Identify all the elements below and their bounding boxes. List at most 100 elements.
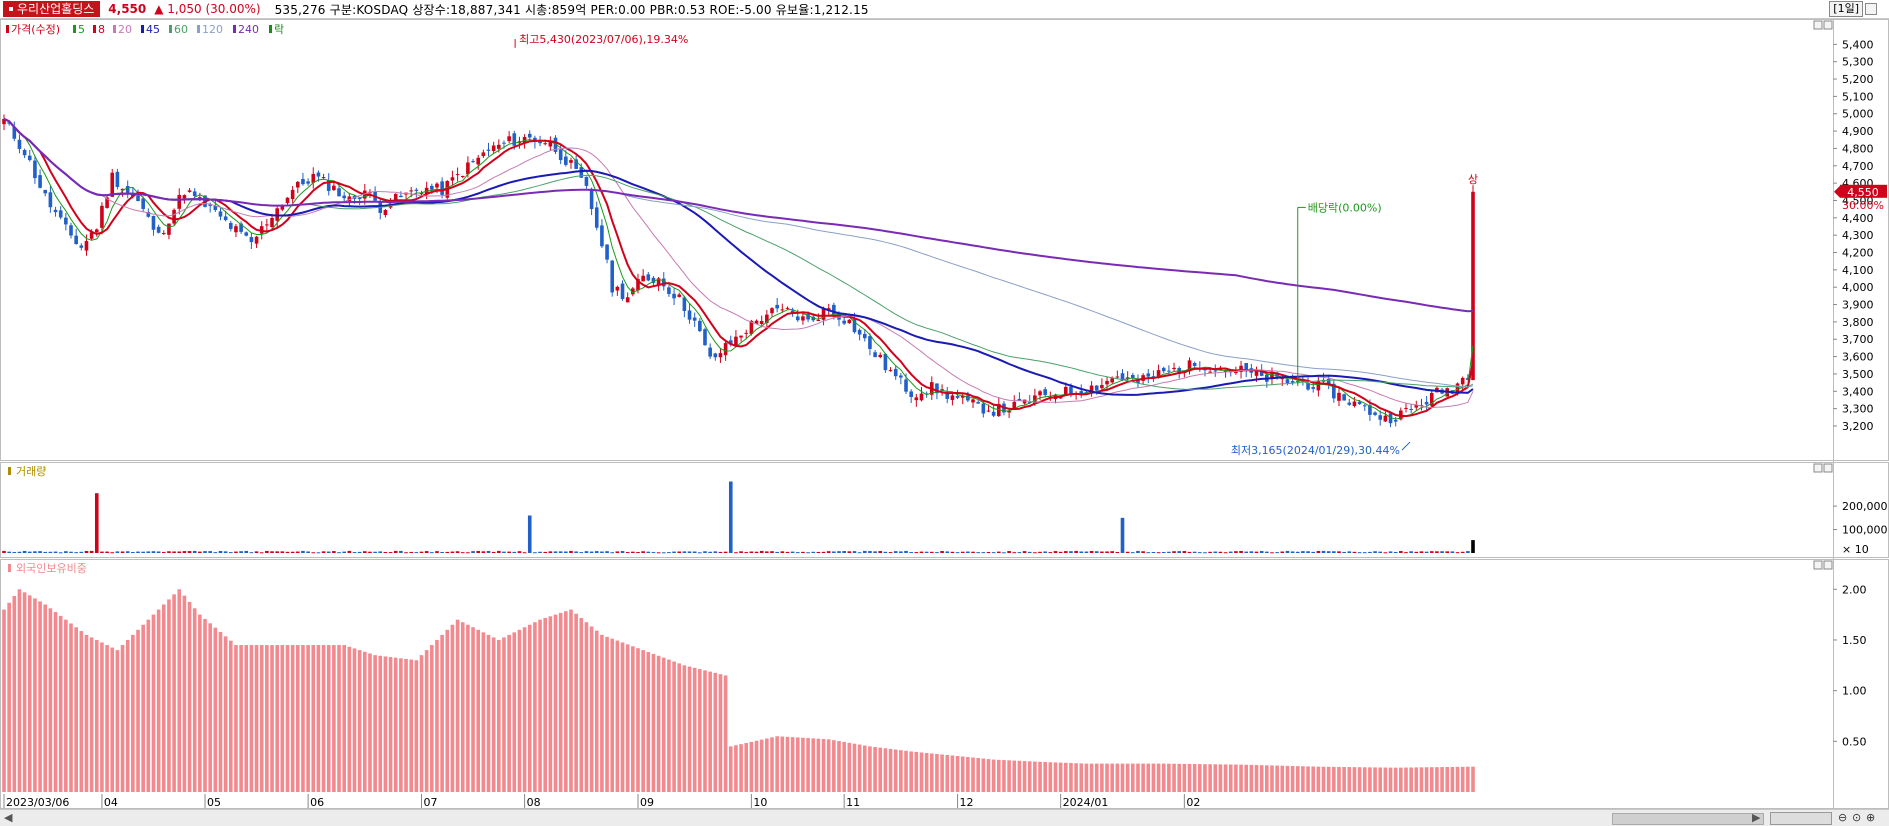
candle — [1285, 379, 1290, 383]
volume-bar — [43, 551, 48, 553]
foreign-bar — [373, 655, 377, 792]
candle — [1172, 367, 1176, 370]
legend-ma-marker — [141, 25, 144, 33]
candle — [110, 172, 115, 197]
volume-bar — [471, 551, 475, 553]
volume-bar — [69, 551, 73, 553]
candle — [120, 188, 125, 191]
candle — [450, 177, 455, 181]
candle — [594, 207, 599, 228]
volume-bar — [1301, 551, 1305, 553]
volume-bar — [1100, 551, 1104, 553]
candle — [1342, 394, 1346, 401]
volume-bar — [1105, 551, 1109, 553]
volume-bar — [1012, 552, 1017, 554]
foreign-bar — [476, 629, 481, 792]
foreign-bar — [1435, 767, 1439, 792]
volume-bar — [89, 550, 94, 553]
foreign-bar — [393, 657, 398, 792]
foreign-bar — [1027, 761, 1032, 792]
volume-bar — [1120, 517, 1125, 553]
foreign-bar — [105, 645, 109, 792]
volume-bar — [734, 552, 738, 554]
volume-unit-label: × 10 — [1842, 543, 1869, 556]
foreign-bar — [1280, 765, 1285, 792]
volume-bar — [651, 552, 656, 554]
stock-chart[interactable]: 3,200 3,300 3,400 3,500 3,600 3,700 3,800 3,900… — [0, 19, 1889, 809]
volume-bar — [584, 551, 589, 553]
panel-close-icon — [1823, 560, 1833, 570]
candle — [357, 198, 362, 200]
volume-bar — [445, 551, 450, 553]
stock-info-bar: 우리산업홀딩스 4,550 ▲ 1,050 (30.00%) 535,276 구… — [0, 0, 1889, 19]
volume-bar — [105, 551, 109, 553]
price-tick-label: 3,700 — [1842, 333, 1874, 346]
foreign-bar — [120, 645, 125, 792]
volume-bar — [311, 552, 316, 554]
volume-bar — [1151, 551, 1156, 553]
foreign-bar — [1373, 767, 1377, 792]
candle — [177, 194, 182, 209]
zoom-in-icon[interactable]: ⊕ — [1866, 811, 1876, 824]
volume-bar — [775, 551, 779, 553]
chart-scrollbar[interactable]: ◀ ▶ ⊖ ⊙ ⊕ — [0, 809, 1889, 826]
volume-bar — [1002, 552, 1006, 554]
candle — [512, 133, 517, 146]
foreign-bar — [971, 757, 975, 792]
candle — [1275, 372, 1279, 377]
period-selector[interactable]: [1일] — [1829, 1, 1863, 17]
candle — [105, 197, 109, 208]
foreign-bar — [1357, 767, 1362, 792]
scroll-thumb[interactable] — [1612, 813, 1764, 825]
volume-bar — [1265, 551, 1269, 553]
panel-close-icon[interactable] — [1865, 3, 1877, 15]
volume-bar — [749, 551, 754, 553]
legend-ma-label: 8 — [98, 23, 105, 36]
foreign-bar — [517, 629, 522, 792]
candle — [816, 319, 821, 322]
candle — [507, 136, 511, 142]
volume-bar — [1125, 551, 1130, 553]
candle — [1038, 391, 1042, 396]
stock-name-box[interactable]: 우리산업홀딩스 — [3, 1, 101, 17]
volume-bar — [610, 552, 615, 554]
zoom-out-icon[interactable]: ⊖ — [1838, 811, 1848, 824]
candle — [1460, 377, 1465, 385]
foreign-bar — [832, 740, 836, 792]
candle — [74, 235, 78, 245]
volume-bar — [182, 551, 187, 553]
volume-bar — [1110, 551, 1114, 553]
volume-bar — [888, 552, 893, 554]
foreign-bar — [1022, 761, 1027, 792]
zoom-reset-icon[interactable]: ⊙ — [1852, 811, 1862, 824]
candle — [909, 391, 913, 398]
volume-bar — [1172, 551, 1176, 553]
foreign-bar — [739, 744, 743, 792]
zoom-slider[interactable] — [1770, 812, 1832, 825]
volume-bar — [404, 552, 408, 554]
candle — [466, 162, 470, 175]
foreign-bar — [579, 617, 584, 792]
candle — [414, 189, 419, 191]
volume-bar — [244, 550, 249, 553]
candle — [569, 160, 573, 163]
candle — [955, 395, 960, 398]
scroll-left-icon[interactable]: ◀ — [4, 811, 13, 824]
candle — [631, 288, 635, 295]
volume-bar — [388, 552, 393, 554]
foreign-bar — [837, 741, 841, 792]
low-annotation: 최저3,165(2024/01/29),30.44% — [1231, 444, 1400, 457]
candle — [1223, 370, 1228, 373]
volume-bar — [1131, 552, 1135, 554]
candle — [12, 126, 17, 139]
price-tick-label: 4,100 — [1842, 264, 1874, 277]
foreign-bar — [33, 598, 37, 792]
candle — [1007, 410, 1011, 413]
volume-bar — [239, 551, 243, 553]
foreign-bar — [1053, 762, 1058, 792]
candle — [646, 274, 651, 281]
foreign-bar — [1017, 760, 1022, 792]
scroll-right-icon[interactable]: ▶ — [1752, 811, 1761, 824]
volume-bar — [1038, 551, 1042, 553]
foreign-bar — [1234, 764, 1238, 792]
